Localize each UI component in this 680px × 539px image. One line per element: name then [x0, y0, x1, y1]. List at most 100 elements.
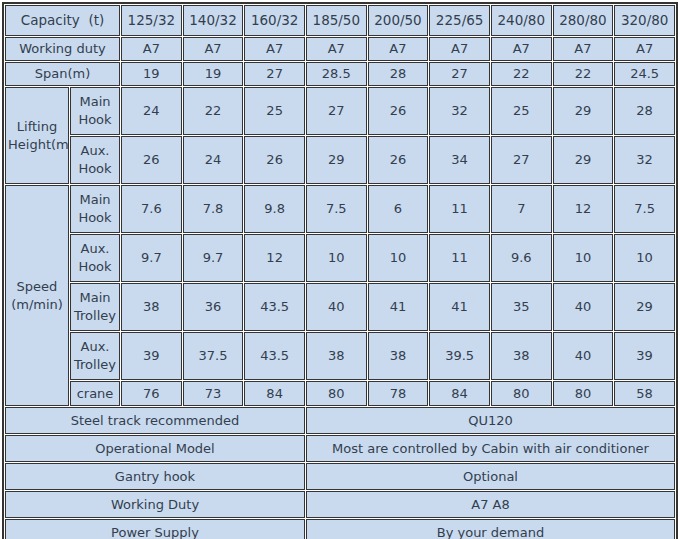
- span-value-cell: 22: [553, 62, 614, 86]
- speed-aux-hook-value-cell: 10: [614, 234, 675, 282]
- lifting-aux-hook-label-cell: Aux. Hook: [70, 136, 120, 184]
- speed-group-label-cell: Speed (m/min): [5, 185, 69, 406]
- speed-crane-value-cell: 84: [429, 381, 490, 406]
- lifting-main-hook-value-cell: 25: [491, 87, 552, 135]
- speed-main-trolley-value-cell: 41: [429, 283, 490, 331]
- speed-main-trolley-value-cell: 43.5: [244, 283, 305, 331]
- speed-aux-hook-value-cell: 9.7: [121, 234, 182, 282]
- span-value-cell: 28: [368, 62, 429, 86]
- span-value-cell: 27: [244, 62, 305, 86]
- working-duty-value-cell: A7: [121, 37, 182, 61]
- capacity-value-cell: 140/32: [183, 5, 244, 36]
- working-duty-value-cell: A7: [244, 37, 305, 61]
- table-row-lifting-aux-hook: Aux. Hook 262426292634272932: [5, 136, 675, 184]
- table-row-speed-aux-trolley: Aux. Trolley 3937.543.5383839.5384039: [5, 332, 675, 380]
- speed-crane-value-cell: 84: [244, 381, 305, 406]
- speed-crane-label-cell: crane: [70, 381, 120, 406]
- lifting-main-hook-value-cell: 28: [614, 87, 675, 135]
- gantry-hook-value-cell: Optional: [306, 463, 675, 490]
- speed-crane-value-cell: 80: [553, 381, 614, 406]
- speed-main-hook-value-cell: 7.5: [306, 185, 367, 233]
- speed-main-hook-value-cell: 7.6: [121, 185, 182, 233]
- table-row-power-supply: Power Supply By your demand: [5, 519, 675, 539]
- capacity-value-cell: 185/50: [306, 5, 367, 36]
- speed-aux-hook-value-cell: 10: [553, 234, 614, 282]
- speed-main-hook-value-cell: 12: [553, 185, 614, 233]
- speed-main-hook-value-cell: 11: [429, 185, 490, 233]
- working-duty-footer-value-cell: A7 A8: [306, 491, 675, 518]
- table-row-lifting-main-hook: Lifting Height(m) Main Hook 242225272632…: [5, 87, 675, 135]
- working-duty-value-cell: A7: [614, 37, 675, 61]
- speed-main-trolley-value-cell: 41: [368, 283, 429, 331]
- speed-crane-value-cell: 78: [368, 381, 429, 406]
- lifting-main-hook-value-cell: 32: [429, 87, 490, 135]
- lifting-aux-hook-value-cell: 34: [429, 136, 490, 184]
- speed-crane-value-cell: 58: [614, 381, 675, 406]
- lifting-aux-hook-value-cell: 26: [244, 136, 305, 184]
- power-supply-label-cell: Power Supply: [5, 519, 305, 539]
- working-duty-value-cell: A7: [306, 37, 367, 61]
- table-row-working-duty: Working duty A7A7A7A7A7A7A7A7A7: [5, 37, 675, 61]
- lifting-main-hook-label-cell: Main Hook: [70, 87, 120, 135]
- span-value-cell: 22: [491, 62, 552, 86]
- table-row-speed-crane: crane 767384807884808058: [5, 381, 675, 406]
- speed-main-hook-value-cell: 7: [491, 185, 552, 233]
- speed-aux-trolley-value-cell: 39: [614, 332, 675, 380]
- lifting-aux-hook-value-cell: 26: [368, 136, 429, 184]
- speed-crane-value-cell: 76: [121, 381, 182, 406]
- working-duty-value-cell: A7: [368, 37, 429, 61]
- speed-aux-trolley-value-cell: 39: [121, 332, 182, 380]
- speed-aux-hook-label-cell: Aux. Hook: [70, 234, 120, 282]
- speed-crane-value-cell: 73: [183, 381, 244, 406]
- speed-aux-trolley-value-cell: 37.5: [183, 332, 244, 380]
- speed-main-trolley-value-cell: 38: [121, 283, 182, 331]
- power-supply-value-cell: By your demand: [306, 519, 675, 539]
- speed-main-trolley-label-cell: Main Trolley: [70, 283, 120, 331]
- speed-main-trolley-value-cell: 35: [491, 283, 552, 331]
- lifting-aux-hook-value-cell: 27: [491, 136, 552, 184]
- speed-main-trolley-value-cell: 29: [614, 283, 675, 331]
- capacity-value-cell: 280/80: [553, 5, 614, 36]
- capacity-header-cell: Capacity (t): [5, 5, 120, 36]
- span-value-cell: 28.5: [306, 62, 367, 86]
- lifting-main-hook-value-cell: 24: [121, 87, 182, 135]
- operational-model-value-cell: Most are controlled by Cabin with air co…: [306, 435, 675, 462]
- capacity-value-cell: 320/80: [614, 5, 675, 36]
- speed-main-trolley-value-cell: 36: [183, 283, 244, 331]
- working-duty-value-cell: A7: [553, 37, 614, 61]
- speed-aux-trolley-value-cell: 39.5: [429, 332, 490, 380]
- speed-aux-trolley-value-cell: 43.5: [244, 332, 305, 380]
- capacity-value-cell: 240/80: [491, 5, 552, 36]
- table-row-capacity: Capacity (t) 125/32140/32160/32185/50200…: [5, 5, 675, 36]
- speed-crane-value-cell: 80: [306, 381, 367, 406]
- operational-model-label-cell: Operational Model: [5, 435, 305, 462]
- speed-main-trolley-value-cell: 40: [306, 283, 367, 331]
- lifting-aux-hook-value-cell: 29: [306, 136, 367, 184]
- speed-main-hook-value-cell: 9.8: [244, 185, 305, 233]
- working-duty-value-cell: A7: [429, 37, 490, 61]
- speed-aux-trolley-value-cell: 38: [306, 332, 367, 380]
- speed-aux-trolley-value-cell: 38: [368, 332, 429, 380]
- lifting-aux-hook-value-cell: 32: [614, 136, 675, 184]
- crane-spec-table: Capacity (t) 125/32140/32160/32185/50200…: [2, 2, 678, 539]
- lifting-aux-hook-value-cell: 29: [553, 136, 614, 184]
- speed-aux-hook-value-cell: 10: [368, 234, 429, 282]
- table-row-operational-model: Operational Model Most are controlled by…: [5, 435, 675, 462]
- table-row-working-duty-footer: Working Duty A7 A8: [5, 491, 675, 518]
- lifting-main-hook-value-cell: 22: [183, 87, 244, 135]
- steel-track-value-cell: QU120: [306, 407, 675, 434]
- working-duty-value-cell: A7: [491, 37, 552, 61]
- speed-aux-hook-value-cell: 9.6: [491, 234, 552, 282]
- speed-main-hook-value-cell: 7.5: [614, 185, 675, 233]
- table-row-speed-main-trolley: Main Trolley 383643.5404141354029: [5, 283, 675, 331]
- capacity-value-cell: 225/65: [429, 5, 490, 36]
- speed-aux-trolley-value-cell: 38: [491, 332, 552, 380]
- speed-main-hook-value-cell: 7.8: [183, 185, 244, 233]
- span-value-cell: 19: [121, 62, 182, 86]
- capacity-value-cell: 200/50: [368, 5, 429, 36]
- lifting-aux-hook-value-cell: 26: [121, 136, 182, 184]
- span-value-cell: 19: [183, 62, 244, 86]
- speed-main-trolley-value-cell: 40: [553, 283, 614, 331]
- working-duty-label-cell: Working duty: [5, 37, 120, 61]
- working-duty-value-cell: A7: [183, 37, 244, 61]
